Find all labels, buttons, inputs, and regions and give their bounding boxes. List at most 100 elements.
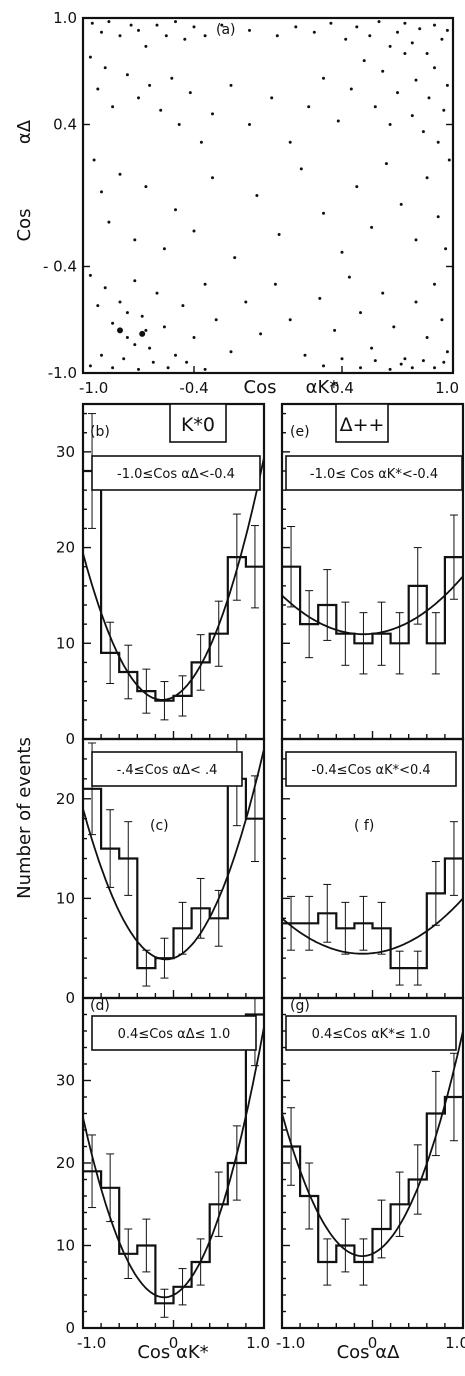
scatter-point [174, 208, 177, 212]
cut-label: 0.4≤Cos αΔ≤ 1.0 [118, 1027, 231, 1042]
scatter-point [440, 318, 444, 322]
scatter-point [329, 21, 333, 25]
particle-box-delta: Δ++ [335, 403, 389, 443]
scatter-point [445, 350, 449, 354]
scatter-point [162, 247, 166, 251]
scatter-point [362, 59, 366, 63]
scatter-point [273, 282, 277, 286]
scatter-point [88, 273, 92, 277]
scatter-point [133, 279, 137, 283]
scatter-point [133, 343, 137, 347]
scatter-point [144, 185, 148, 189]
scatter-point [100, 30, 103, 34]
scatter-point [229, 83, 233, 87]
scatter-point [137, 367, 140, 371]
scatter-point [399, 362, 403, 366]
scatter-y-tick-label: - 0.4 [43, 258, 77, 276]
histogram-x-tick-label: 1.0 [445, 1334, 465, 1352]
scatter-point [211, 176, 214, 180]
scatter-point [259, 332, 263, 336]
scatter-point [148, 83, 152, 87]
scatter-point [220, 23, 224, 27]
scatter-point [388, 367, 392, 371]
scatter-point [421, 359, 425, 363]
scatter-point [233, 256, 237, 260]
scatter-point [255, 194, 259, 197]
panel-label: (e) [290, 424, 310, 440]
scatter-point [148, 346, 152, 350]
scatter-point [118, 34, 122, 38]
scatter-point [203, 367, 207, 371]
scatter-point [96, 304, 100, 308]
scatter-point [384, 162, 388, 166]
scatter-point [442, 360, 446, 364]
histogram-x-tick-label: -1.0 [77, 1334, 106, 1352]
scatter-point [307, 105, 311, 109]
histogram-y-tick-label: 10 [56, 1237, 75, 1255]
scatter-point [312, 30, 316, 34]
cut-box [285, 455, 463, 491]
cut-label: -1.0≤ Cos αK*<-0.4 [310, 467, 438, 482]
scatter-point [90, 21, 94, 25]
scatter-point [96, 87, 100, 91]
scatter-point [155, 23, 159, 27]
scatter-point [392, 325, 396, 329]
scatter-point [107, 220, 111, 224]
scatter-point [144, 328, 148, 332]
x-axis-label-right: Cos αΔ [337, 1342, 401, 1363]
scatter-point [125, 336, 129, 339]
scatter-point [336, 119, 340, 123]
scatter-point [344, 37, 348, 41]
panel-label: (d) [90, 998, 110, 1014]
scatter-point [203, 34, 207, 38]
scatter-x-tick-label: -1.0 [79, 379, 108, 397]
scatter-point [166, 366, 170, 370]
scatter-point [444, 247, 448, 251]
scatter-point [370, 346, 374, 350]
scatter-y-tick-label: 1.0 [53, 9, 77, 27]
scatter-point [88, 55, 92, 59]
scatter-point [388, 44, 392, 48]
scatter-point [433, 282, 436, 286]
cut-label: -1.0≤Cos αΔ<-0.4 [117, 467, 235, 482]
scatter-point [100, 353, 103, 357]
scatter-point [244, 300, 248, 304]
cut-label: -0.4≤Cos αK*<0.4 [311, 763, 430, 778]
scatter-point [299, 167, 303, 171]
histogram-x-tick-label: 1.0 [246, 1334, 270, 1352]
scatter-point [427, 96, 431, 100]
scatter-point [192, 229, 196, 233]
scatter-point [410, 366, 414, 370]
scatter-point [129, 23, 133, 27]
cut-box [91, 751, 243, 787]
scatter-point [248, 28, 251, 32]
scatter-point [359, 366, 362, 370]
scatter-point [333, 328, 337, 332]
scatter-point [103, 66, 107, 70]
scatter-point [111, 105, 115, 109]
panel-label: ( f) [354, 818, 374, 834]
scatter-point [159, 108, 163, 112]
scatter-point [275, 34, 279, 38]
scatter-point [211, 112, 214, 116]
scatter-point [125, 311, 129, 315]
histogram-y-tick-label: 0 [65, 989, 75, 1007]
scatter-point [92, 158, 96, 162]
scatter-point [162, 325, 166, 329]
scatter-point [318, 296, 322, 300]
histogram-x-tick-label: 0 [368, 1334, 378, 1352]
scatter-point [151, 360, 155, 364]
panel-label-a: (a) [216, 22, 236, 38]
scatter-point-large [139, 330, 146, 337]
cut-label: -.4≤Cos αΔ< .4 [117, 763, 218, 778]
scatter-point [188, 91, 192, 95]
scatter-y-tick-label: 0.4 [53, 116, 77, 134]
scatter-point [294, 25, 298, 29]
scatter-point [425, 52, 429, 55]
histogram-frame [280, 402, 465, 741]
fit-curve [282, 897, 463, 955]
histogram-panel-c: 0 10 20 -.4≤Cos αΔ< .4 (c) [56, 737, 266, 1007]
scatter-point [88, 364, 92, 368]
scatter-point [445, 83, 449, 87]
scatter-x-tick-label: 1.0 [435, 379, 459, 397]
